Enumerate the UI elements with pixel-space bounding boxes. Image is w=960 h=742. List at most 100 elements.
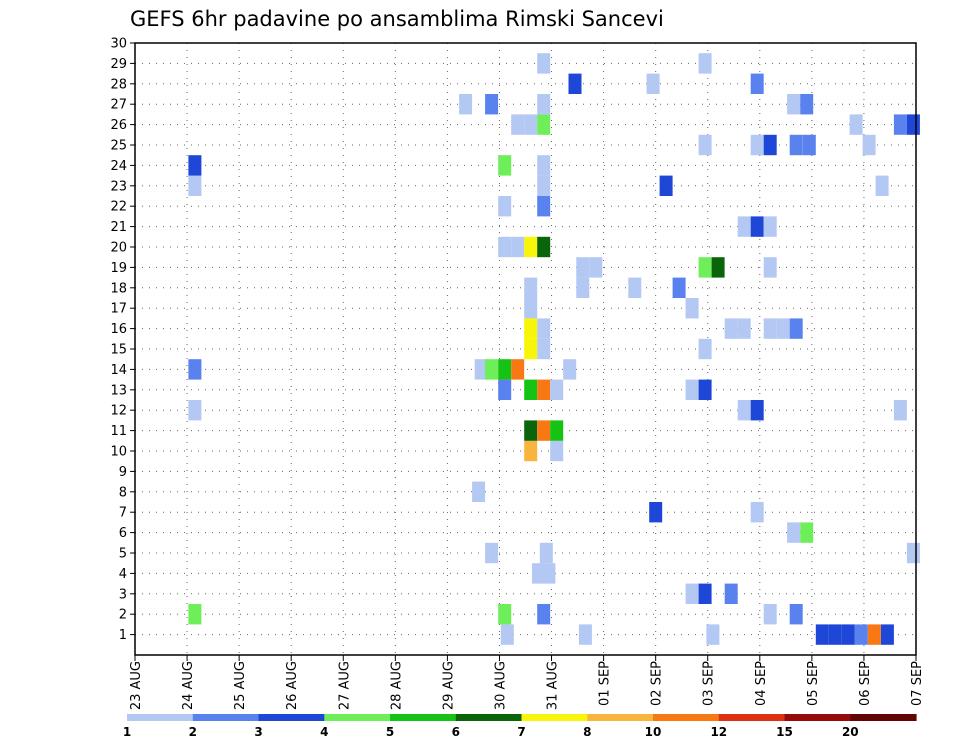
colorbar-label: 2: [189, 725, 197, 739]
data-cell: [524, 114, 538, 135]
colorbar-swatch: [784, 714, 851, 721]
colorbar-label: 15: [776, 725, 793, 739]
data-cell: [537, 318, 551, 339]
data-cell: [498, 236, 512, 258]
data-cell: [800, 522, 814, 543]
y-tick-label: 1: [119, 628, 127, 643]
y-tick-label: 6: [119, 526, 127, 541]
data-cell: [550, 379, 564, 400]
data-cell: [485, 94, 499, 115]
x-tick-label: 07 SEP: [910, 661, 925, 706]
y-tick-label: 22: [110, 200, 127, 215]
colorbar-label: 6: [452, 725, 460, 739]
y-tick-label: 23: [110, 179, 127, 194]
data-cell: [763, 134, 777, 156]
y-tick-label: 5: [119, 547, 127, 562]
data-cell: [524, 379, 538, 400]
x-tick-label: 01 SEP: [598, 661, 613, 706]
x-tick-label: 31 AUG: [546, 661, 561, 710]
data-cell: [524, 440, 538, 462]
colorbar-swatch: [653, 714, 720, 721]
data-cell: [698, 338, 712, 360]
data-cell: [474, 359, 488, 380]
x-tick-label: 06 SEP: [858, 661, 873, 706]
data-cell: [537, 236, 551, 258]
data-cell: [698, 53, 712, 74]
y-tick-label: 20: [110, 241, 127, 256]
colorbar-label: 4: [320, 725, 328, 739]
y-tick-label: 29: [110, 57, 127, 72]
data-cell: [750, 73, 764, 94]
data-cell: [828, 624, 842, 645]
data-cell: [763, 318, 777, 339]
data-cell: [524, 420, 538, 441]
data-cell: [589, 257, 603, 278]
x-tick-label: 05 SEP: [806, 661, 821, 706]
data-cell: [188, 155, 202, 176]
data-cell: [563, 359, 577, 380]
x-tick-label: 28 AUG: [389, 661, 404, 710]
colorbar-swatch: [390, 714, 457, 721]
data-cell: [646, 73, 660, 94]
data-cell: [498, 604, 512, 625]
colorbar-label: 3: [254, 725, 262, 739]
y-tick-label: 27: [110, 98, 127, 113]
y-tick-label: 28: [110, 77, 127, 92]
colorbar-label: 1: [123, 725, 131, 739]
data-cell: [539, 542, 553, 564]
data-cell: [537, 338, 551, 360]
data-cell: [763, 604, 777, 625]
data-cell: [802, 134, 816, 156]
data-cell: [875, 175, 889, 196]
data-cell: [893, 114, 907, 135]
data-cell: [537, 114, 551, 135]
data-cell: [568, 73, 582, 94]
x-tick-label: 02 SEP: [650, 661, 665, 706]
data-cell: [537, 420, 551, 441]
y-tick-label: 21: [110, 220, 127, 235]
x-tick-label: 03 SEP: [702, 661, 717, 706]
colorbar-label: 5: [386, 725, 394, 739]
data-cell: [724, 318, 738, 339]
data-cell: [893, 400, 907, 421]
y-tick-label: 9: [119, 465, 127, 480]
data-cell: [724, 583, 738, 604]
data-cell: [750, 134, 764, 156]
data-cell: [750, 400, 764, 421]
colorbar-label: 12: [710, 725, 727, 739]
y-tick-label: 14: [110, 363, 127, 378]
y-tick-label: 24: [110, 159, 127, 174]
data-cell: [537, 155, 551, 176]
y-tick-label: 15: [110, 343, 127, 358]
data-cell: [789, 134, 803, 156]
data-cell: [711, 257, 725, 278]
y-tick-label: 13: [110, 383, 127, 398]
y-tick-label: 26: [110, 118, 127, 133]
data-cell: [906, 114, 920, 135]
x-tick-label: 24 AUG: [181, 661, 196, 710]
data-cell: [537, 196, 551, 217]
data-cell: [698, 583, 712, 604]
y-tick-label: 30: [110, 37, 127, 52]
colorbar-swatch: [521, 714, 588, 721]
data-cell: [685, 583, 699, 604]
data-cell: [841, 624, 855, 645]
data-cell: [789, 604, 803, 625]
colorbar-label: 7: [517, 725, 525, 739]
data-cells: [188, 53, 920, 645]
data-cell: [498, 155, 512, 176]
data-cell: [542, 563, 556, 584]
colorbar-swatch: [127, 714, 194, 721]
data-cell: [763, 216, 777, 237]
data-cell: [459, 94, 473, 115]
y-tick-label: 10: [110, 445, 127, 460]
colorbar-label: 20: [842, 725, 859, 739]
data-cell: [524, 277, 538, 298]
y-tick-label: 19: [110, 261, 127, 276]
data-cell: [576, 277, 590, 298]
data-cell: [737, 400, 751, 421]
colorbar-swatch: [850, 714, 917, 721]
data-cell: [698, 379, 712, 400]
data-cell: [532, 563, 545, 584]
